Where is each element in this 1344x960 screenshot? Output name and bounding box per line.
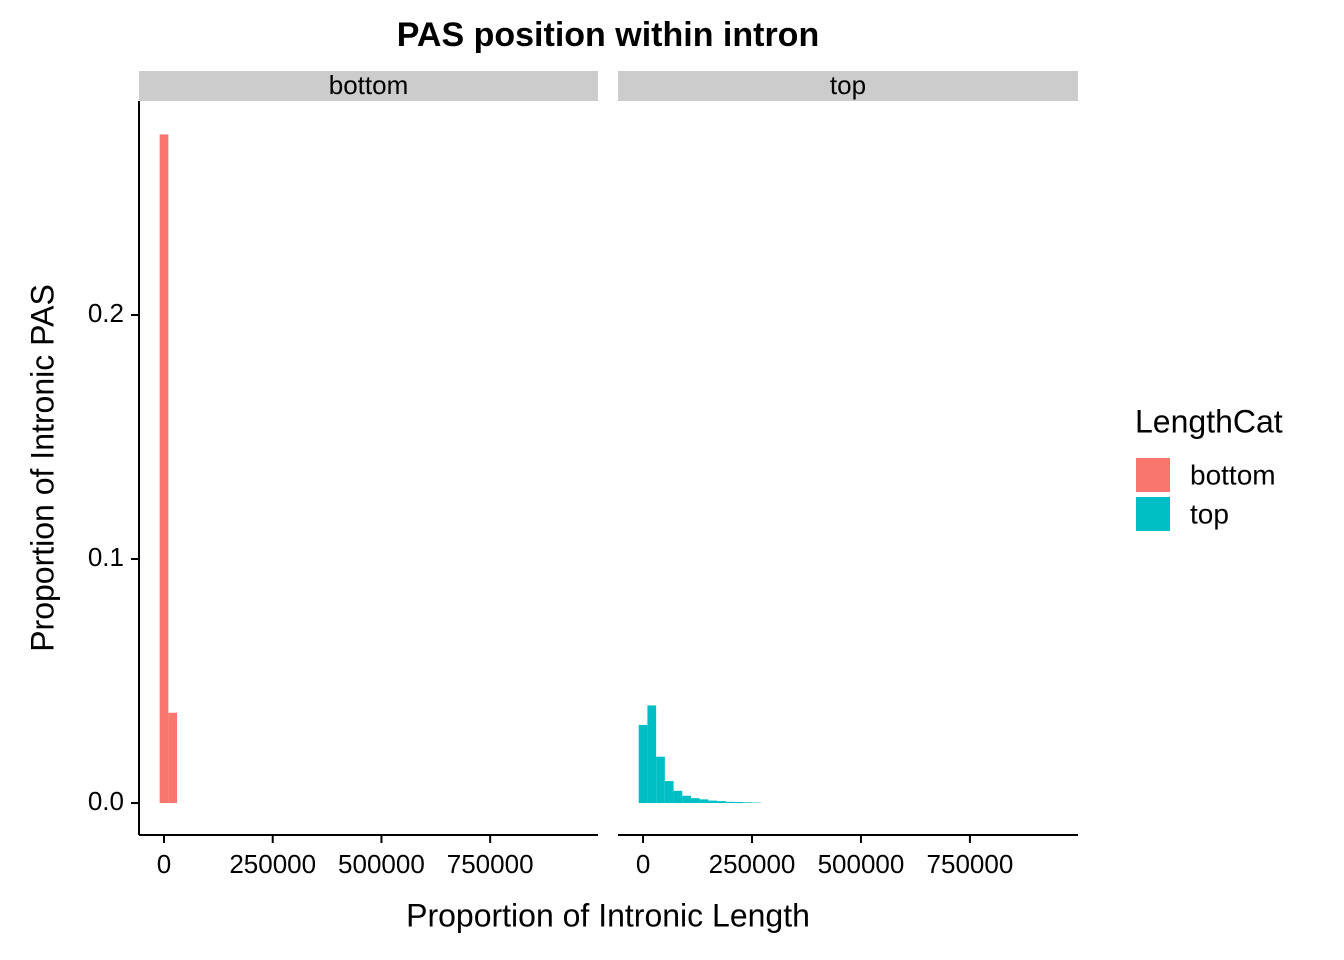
bar: [734, 802, 744, 804]
legend-title: LengthCat: [1135, 403, 1283, 439]
bar: [638, 724, 648, 804]
y-axis-label: Proportion of Intronic PAS: [24, 284, 60, 652]
bar: [168, 712, 178, 804]
x-tick-label: 500000: [818, 849, 905, 879]
x-tick-label: 500000: [338, 849, 425, 879]
y-tick-label: 0.2: [88, 298, 124, 328]
y-tick-label: 0.0: [88, 786, 124, 816]
bar: [159, 134, 169, 804]
bar: [690, 798, 700, 804]
facet-strip: [618, 71, 1078, 101]
bar: [708, 800, 718, 804]
bar: [682, 795, 691, 804]
bar: [673, 790, 683, 804]
bar: [656, 756, 665, 804]
x-tick-label: 0: [636, 849, 650, 879]
x-tick-label: 750000: [447, 849, 534, 879]
bar: [725, 801, 735, 804]
x-tick-label: 0: [157, 849, 171, 879]
legend-swatch: [1136, 458, 1170, 492]
chart-title: PAS position within intron: [397, 16, 819, 54]
x-tick-label: 250000: [709, 849, 796, 879]
legend-label: top: [1190, 498, 1229, 529]
x-tick-label: 250000: [229, 849, 316, 879]
facet-label: top: [830, 70, 866, 100]
bar: [743, 802, 753, 804]
bar: [699, 799, 709, 804]
bar: [647, 705, 657, 804]
facet-label: bottom: [329, 70, 409, 100]
facet-strip: [139, 71, 598, 101]
bar: [664, 781, 674, 804]
y-tick-label: 0.1: [88, 542, 124, 572]
legend-label: bottom: [1190, 459, 1276, 490]
x-axis-label: Proportion of Intronic Length: [406, 897, 810, 933]
legend-swatch: [1136, 497, 1170, 531]
bar: [717, 801, 726, 804]
x-tick-label: 750000: [927, 849, 1014, 879]
